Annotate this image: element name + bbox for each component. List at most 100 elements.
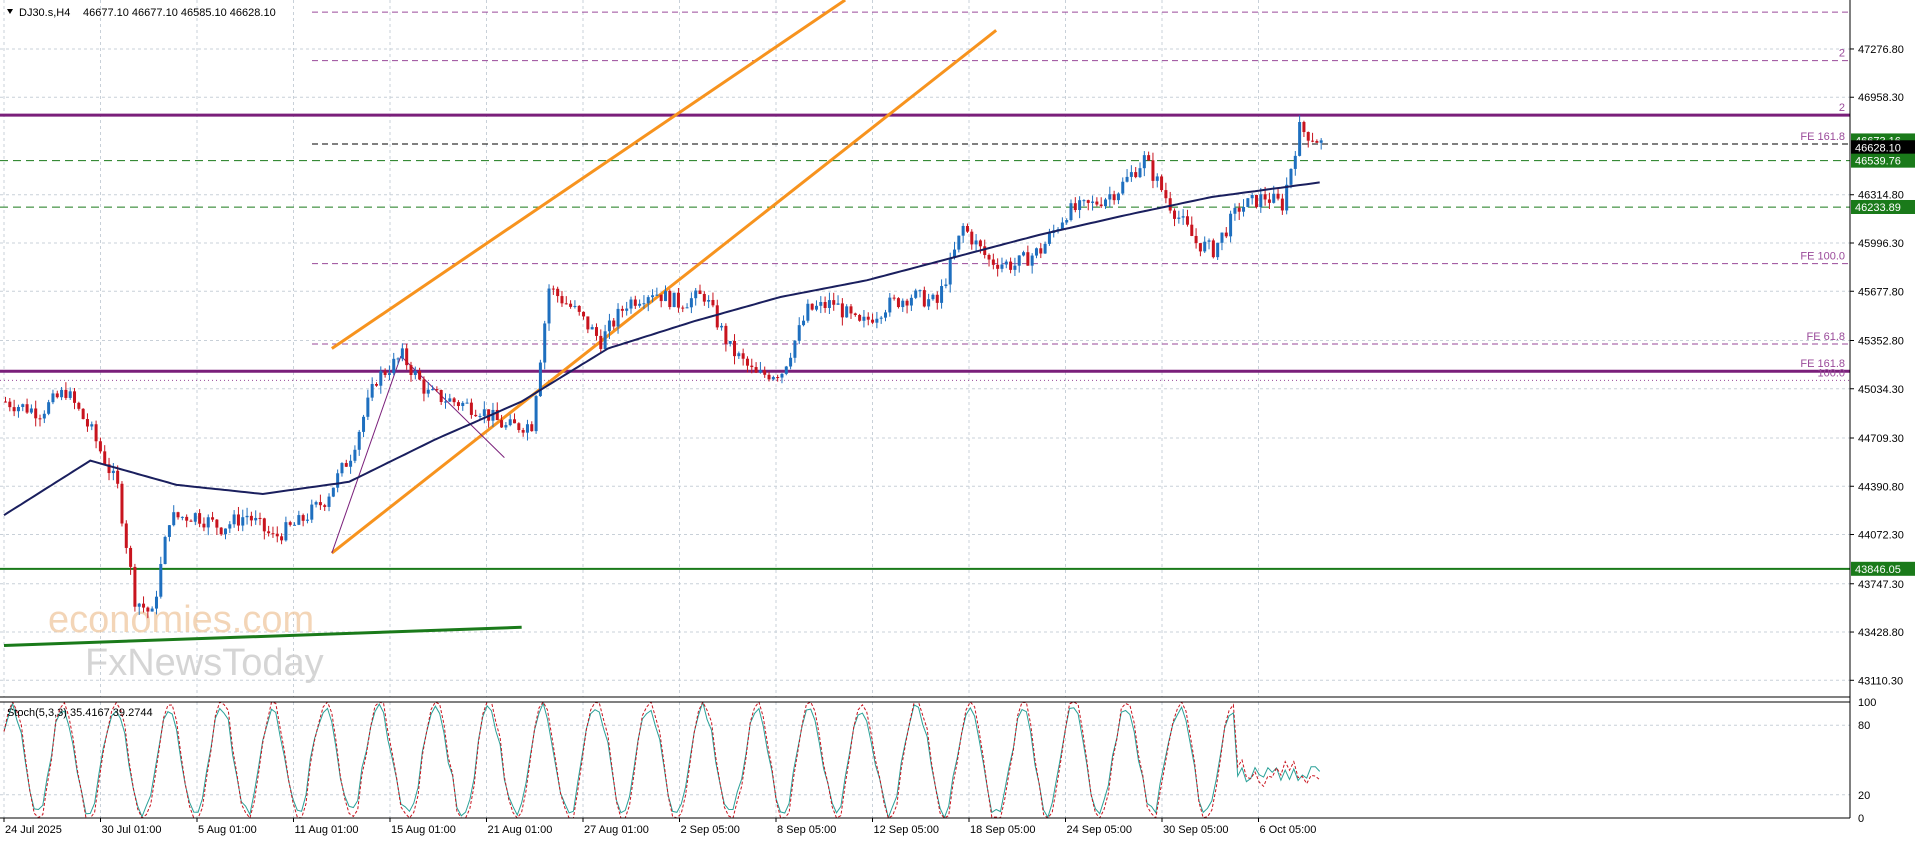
candle-body (905, 300, 909, 306)
candle-body (1078, 200, 1082, 211)
candle-body (1168, 198, 1172, 211)
candle-body (599, 335, 603, 349)
candle-body (482, 409, 486, 416)
candle-body (1004, 261, 1008, 265)
candle-body (353, 449, 357, 461)
candle-body (478, 415, 482, 417)
candle-body (379, 371, 383, 386)
candle-body (327, 496, 331, 507)
candle-body (439, 390, 443, 403)
candle-body (1177, 217, 1181, 219)
candle-body (871, 319, 875, 323)
candle-body (1026, 252, 1030, 266)
candle-body (884, 312, 887, 318)
candle-body (1319, 140, 1323, 143)
candle-body (1108, 194, 1112, 200)
candle-body (1134, 172, 1138, 178)
candle-body (1198, 243, 1202, 252)
candle-body (1293, 155, 1297, 169)
candle-body (827, 300, 831, 308)
watermark-line1: economies.com (48, 599, 314, 641)
candle-body (116, 470, 120, 484)
candle-body (1254, 195, 1258, 208)
candle-body (206, 517, 210, 528)
candle-body (780, 373, 784, 378)
level-label-resistance-upper: 2 (1839, 102, 1845, 114)
candle-body (413, 370, 417, 375)
candle-body (38, 418, 42, 420)
candle-body (806, 303, 810, 321)
candle-body (452, 398, 456, 403)
trendline-support (3, 625, 522, 647)
level-label-fe-100-lower: 100.0 (1817, 367, 1845, 379)
candle-body (892, 297, 896, 299)
candle-body (16, 406, 20, 412)
candle-body (1246, 198, 1250, 208)
candle-body (21, 404, 25, 407)
moving-average (3, 181, 1320, 517)
candle-body (1185, 216, 1189, 225)
candle-body (426, 389, 430, 394)
candle-body (914, 290, 918, 298)
candle-body (448, 398, 452, 402)
candle-body (866, 316, 870, 320)
candle-body (293, 524, 297, 526)
candle-body (862, 316, 866, 321)
candle-body (1091, 201, 1095, 203)
chart-header: DJ30.s,H4 46677.10 46677.10 46585.10 466… (7, 7, 276, 19)
candle-body (344, 463, 348, 467)
candle-body (513, 419, 517, 424)
candle-body (836, 303, 840, 305)
candle-body (4, 401, 7, 403)
candle-body (525, 424, 529, 433)
candle-body (94, 424, 98, 442)
price-box-label: 46628.10 (1855, 142, 1901, 154)
price-box-label: 46539.76 (1855, 156, 1901, 168)
candle-body (1125, 176, 1129, 182)
x-tick-label: 15 Aug 01:00 (391, 824, 456, 836)
candle-body (832, 300, 836, 305)
candle-body (370, 383, 374, 398)
candle-body (918, 290, 922, 292)
candle-body (953, 249, 957, 258)
header-symbol: DJ30.s,H4 (19, 7, 70, 19)
candle-body (534, 396, 538, 432)
dropdown-icon[interactable] (7, 9, 13, 14)
candle-body (107, 464, 111, 474)
candle-body (1181, 216, 1185, 218)
candle-body (1302, 122, 1306, 133)
candle-body (159, 564, 163, 597)
candle-body (573, 305, 577, 307)
candle-body (625, 308, 629, 311)
candle-body (1112, 194, 1116, 201)
candle-body (629, 299, 633, 309)
candle-body (340, 463, 344, 474)
candles (4, 115, 1323, 619)
candle-body (823, 302, 827, 308)
candle-body (689, 298, 693, 308)
candle-body (124, 523, 128, 548)
candle-body (965, 225, 969, 232)
candle-body (275, 533, 279, 537)
y-tick-label: 43747.30 (1858, 579, 1904, 591)
candle-body (845, 306, 849, 318)
price-box (1851, 561, 1915, 576)
y-tick-label: 45034.30 (1858, 384, 1904, 396)
candle-body (1121, 181, 1125, 194)
candle-body (1229, 213, 1233, 237)
candle-body (111, 470, 115, 474)
candle-body (612, 320, 616, 327)
candle-body (590, 327, 594, 330)
candle-body (77, 402, 81, 409)
candle-body (228, 524, 232, 529)
candle-body (569, 303, 573, 307)
candle-body (331, 487, 335, 497)
candle-body (297, 515, 301, 525)
candle-body (931, 294, 935, 300)
candle-body (81, 408, 85, 420)
candle-body (1276, 193, 1280, 199)
candle-body (491, 409, 495, 421)
x-tick-label: 6 Oct 05:00 (1260, 824, 1317, 836)
